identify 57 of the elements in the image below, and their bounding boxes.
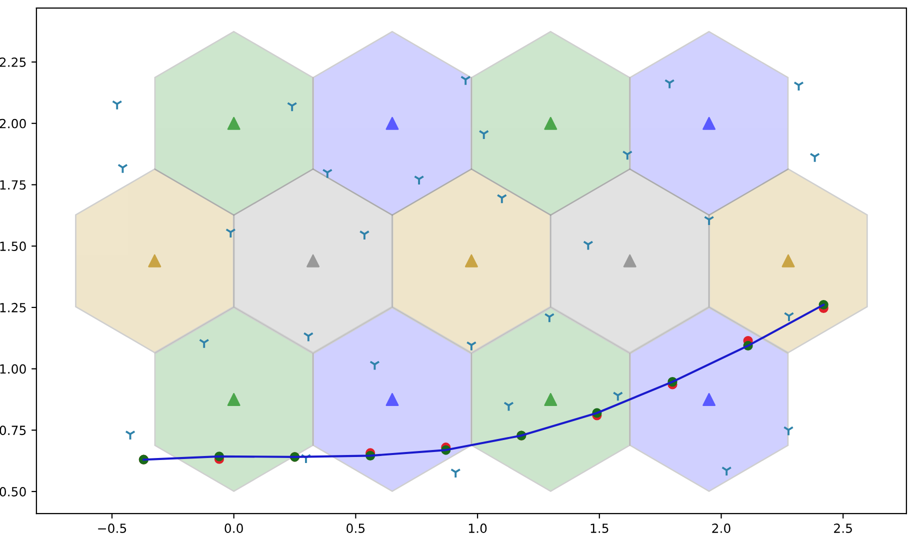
point: [306, 254, 320, 268]
point: [544, 313, 555, 324]
x-tick-label: 0.0: [224, 524, 243, 533]
point: [782, 254, 795, 268]
point: [612, 392, 624, 402]
point: [148, 254, 162, 268]
point: [702, 392, 716, 406]
point: [582, 240, 594, 251]
y-tick-label: 1.75: [0, 180, 26, 190]
x-tick-label: −0.5: [98, 524, 126, 533]
y-tick-label: 0.75: [0, 426, 26, 436]
point: [225, 228, 236, 238]
point: [496, 194, 508, 204]
point: [810, 152, 820, 163]
point: [460, 76, 471, 86]
point: [286, 102, 298, 112]
point: [704, 216, 714, 226]
point: [198, 338, 210, 349]
y-tick-label: 0.50: [0, 486, 26, 496]
point: [227, 116, 240, 130]
y-tick-label: 2.25: [0, 57, 26, 67]
point: [300, 454, 312, 464]
point: [544, 392, 558, 406]
point: [124, 430, 136, 440]
x-tick-label: 2.5: [834, 524, 852, 533]
y-tick-label: 2.00: [0, 118, 26, 128]
point: [623, 254, 636, 268]
x-tick-label: 0.5: [346, 524, 365, 533]
y-tick-label: 1.25: [0, 302, 26, 312]
point: [793, 81, 804, 92]
y-tick-label: 1.00: [0, 364, 26, 374]
point: [478, 130, 490, 140]
point: [783, 426, 794, 436]
point: [117, 164, 128, 174]
point: [303, 332, 314, 342]
point: [544, 116, 558, 130]
point: [622, 150, 633, 161]
point: [414, 175, 424, 186]
point: [359, 230, 370, 240]
point: [450, 468, 461, 478]
point: [664, 79, 675, 90]
point: [784, 312, 794, 322]
point: [369, 360, 380, 371]
x-tick-label: 1.0: [468, 524, 487, 533]
point: [721, 466, 732, 477]
y-tick-label: 1.50: [0, 242, 26, 252]
point: [466, 341, 477, 352]
point: [386, 116, 399, 130]
point: [702, 116, 716, 130]
x-tick-label: 2.0: [712, 524, 730, 533]
x-tick-label: 1.5: [590, 524, 608, 533]
point: [503, 402, 514, 412]
point: [227, 392, 240, 406]
point: [386, 392, 399, 406]
point: [112, 100, 122, 110]
point: [464, 254, 478, 268]
point: [322, 168, 333, 179]
